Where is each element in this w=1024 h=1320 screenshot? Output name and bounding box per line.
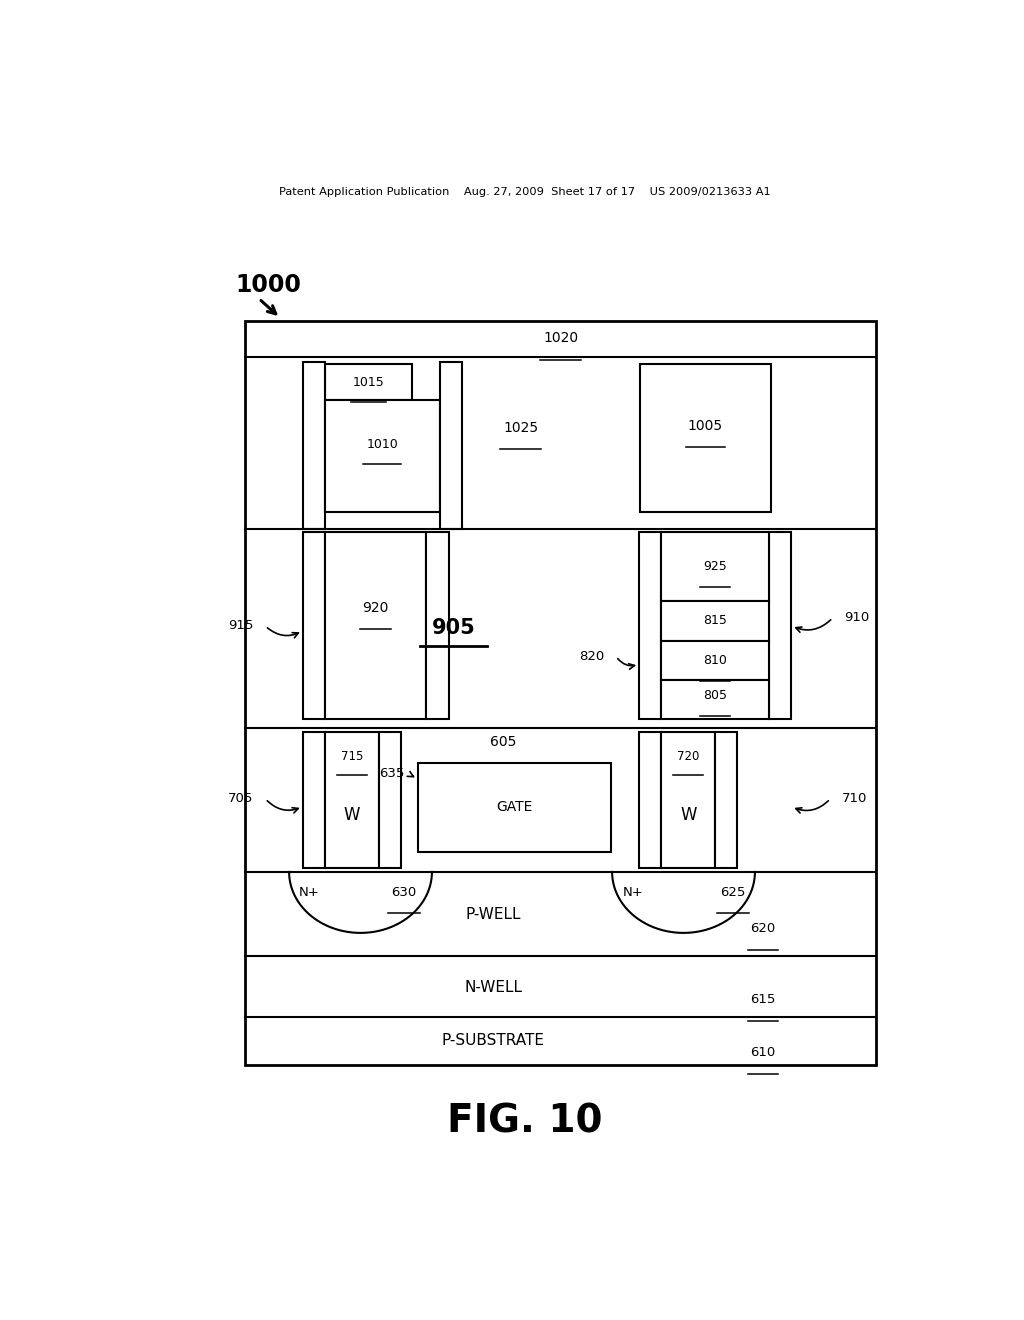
Text: 920: 920 bbox=[362, 601, 389, 615]
Text: 820: 820 bbox=[579, 649, 604, 663]
Text: 910: 910 bbox=[845, 611, 869, 624]
Bar bbox=[715, 731, 737, 867]
Bar bbox=[325, 364, 412, 400]
Text: 1010: 1010 bbox=[367, 437, 398, 450]
Text: FIG. 10: FIG. 10 bbox=[447, 1104, 602, 1140]
Text: W: W bbox=[680, 807, 696, 824]
Text: P-SUBSTRATE: P-SUBSTRATE bbox=[441, 1034, 545, 1048]
Bar bbox=[426, 532, 449, 719]
Bar bbox=[325, 731, 379, 867]
Text: 805: 805 bbox=[703, 689, 727, 702]
Text: 810: 810 bbox=[703, 653, 727, 667]
Bar bbox=[662, 601, 769, 642]
Bar bbox=[418, 763, 610, 851]
Text: 1015: 1015 bbox=[352, 375, 384, 388]
Bar bbox=[662, 680, 769, 719]
Bar bbox=[303, 731, 325, 867]
Bar bbox=[303, 532, 325, 719]
Text: 915: 915 bbox=[228, 619, 253, 632]
Bar bbox=[662, 642, 769, 680]
Text: 630: 630 bbox=[391, 886, 417, 899]
Text: 720: 720 bbox=[677, 750, 699, 763]
Text: N+: N+ bbox=[624, 886, 644, 899]
Text: GATE: GATE bbox=[496, 800, 532, 814]
Bar bbox=[440, 362, 462, 529]
Text: 610: 610 bbox=[751, 1047, 775, 1060]
Bar bbox=[325, 532, 426, 719]
Bar bbox=[662, 532, 769, 601]
Bar bbox=[303, 362, 325, 529]
Bar bbox=[379, 731, 401, 867]
Text: 1020: 1020 bbox=[543, 331, 579, 346]
Bar bbox=[639, 731, 662, 867]
Text: 625: 625 bbox=[720, 886, 745, 899]
Text: N+: N+ bbox=[299, 886, 319, 899]
Bar bbox=[246, 321, 876, 1065]
Text: 925: 925 bbox=[703, 560, 727, 573]
Text: 905: 905 bbox=[431, 618, 475, 638]
Text: 605: 605 bbox=[490, 735, 516, 748]
Bar bbox=[639, 532, 662, 719]
Text: 1025: 1025 bbox=[503, 421, 539, 434]
Text: 715: 715 bbox=[341, 750, 362, 763]
Text: 710: 710 bbox=[842, 792, 867, 805]
Text: W: W bbox=[343, 807, 360, 824]
Text: 815: 815 bbox=[703, 614, 727, 627]
Bar bbox=[662, 731, 715, 867]
Text: 1000: 1000 bbox=[236, 273, 301, 297]
Text: 1005: 1005 bbox=[688, 418, 723, 433]
Text: 620: 620 bbox=[751, 923, 775, 936]
Text: 635: 635 bbox=[379, 767, 404, 780]
Text: 705: 705 bbox=[228, 792, 253, 805]
Text: N-WELL: N-WELL bbox=[464, 981, 522, 995]
Bar bbox=[769, 532, 792, 719]
Bar bbox=[640, 364, 771, 512]
Text: Patent Application Publication    Aug. 27, 2009  Sheet 17 of 17    US 2009/02136: Patent Application Publication Aug. 27, … bbox=[279, 187, 771, 197]
Text: 615: 615 bbox=[751, 994, 775, 1006]
Bar bbox=[325, 400, 440, 512]
Text: P-WELL: P-WELL bbox=[465, 907, 521, 923]
